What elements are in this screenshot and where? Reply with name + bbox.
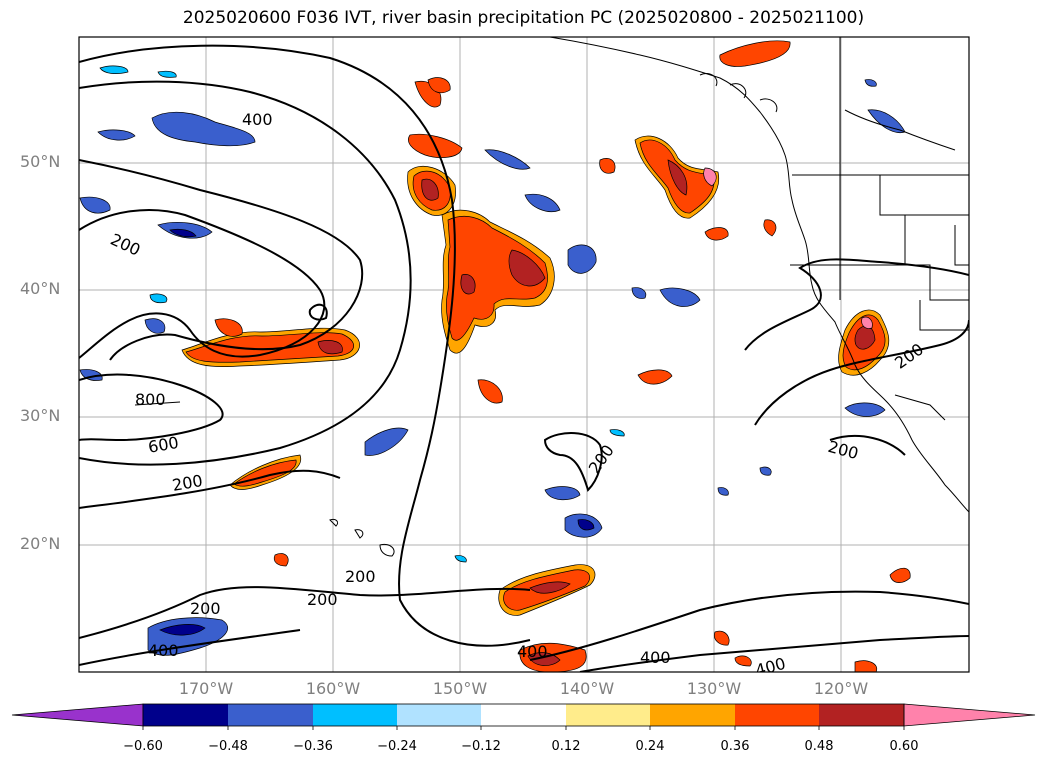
contour-label: 400 [517,642,548,661]
colorbar-tick-label: 0.36 [720,739,750,754]
colorbar-tick-label: 0.12 [551,739,581,754]
contour-label: 800 [135,390,166,409]
colorbar-swatch [143,704,228,726]
lon-label: 150°W [432,679,488,698]
contour-label: 200 [190,599,221,618]
lat-label: 50°N [20,152,61,171]
coastlines [549,37,969,513]
colorbar-tick-label: −0.60 [123,739,163,754]
contour-label: 200 [307,590,338,609]
lon-label: 160°W [305,679,361,698]
colorbar [11,703,1036,730]
lat-label: 30°N [20,406,61,425]
colorbar-extend-low [11,703,144,727]
colorbar-tick-label: −0.36 [293,739,333,754]
ivt-contours [79,44,969,672]
lon-label: 130°W [686,679,742,698]
contour-label: 400 [148,641,179,660]
colorbar-extend-high [903,703,1036,727]
negative-pc-areas [79,65,906,656]
colorbar-swatch [735,704,819,726]
colorbar-tick-label: −0.48 [208,739,248,754]
colorbar-tick-label: 0.60 [889,739,919,754]
colorbar-swatch [819,704,904,726]
islands [134,401,395,557]
lon-label: 120°W [813,679,869,698]
lat-label: 20°N [20,534,61,553]
lon-label: 140°W [559,679,615,698]
colorbar-tick-label: 0.24 [635,739,665,754]
colorbar-tick-label: 0.48 [804,739,834,754]
map-frame [78,36,970,673]
colorbar-swatch [481,704,566,726]
colorbar-swatch [650,704,735,726]
contour-label: 400 [242,110,273,129]
colorbar-swatch [228,704,313,726]
lat-label: 40°N [20,279,61,298]
colorbar-tick-label: −0.12 [461,739,501,754]
lon-label: 170°W [178,679,234,698]
colorbar-swatch [566,704,650,726]
contour-label: 200 [345,567,376,586]
colorbar-swatch [397,704,481,726]
contour-label: 400 [640,648,671,667]
colorbar-swatch [313,704,397,726]
map-title: 2025020600 F036 IVT, river basin precipi… [182,8,865,28]
colorbar-tick-label: −0.24 [377,739,417,754]
